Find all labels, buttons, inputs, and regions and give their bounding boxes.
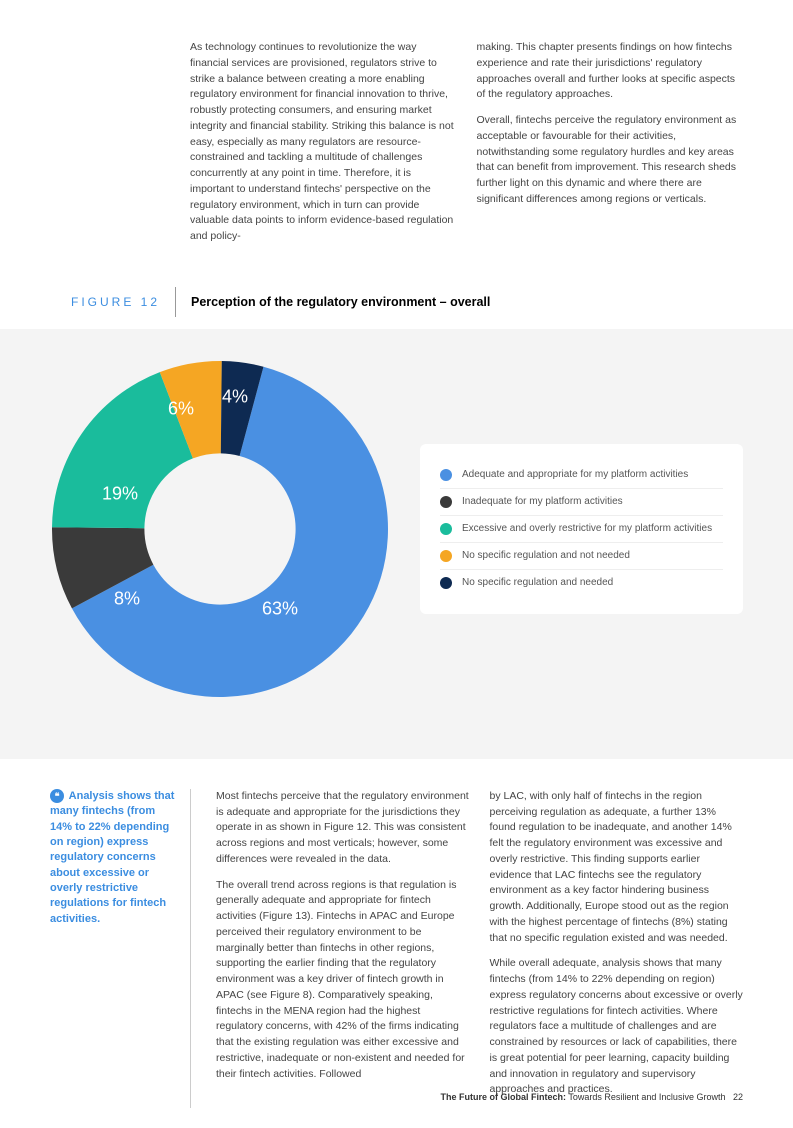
callout-quote: ❝ Analysis shows that many fintechs (fro…	[50, 789, 175, 1108]
body-p3: by LAC, with only half of fintechs in th…	[490, 789, 744, 947]
figure-divider	[175, 287, 176, 317]
body-p1: Most fintechs perceive that the regulato…	[216, 789, 470, 868]
legend-label: Excessive and overly restrictive for my …	[462, 523, 712, 534]
figure-label: FIGURE 12	[0, 295, 175, 309]
quote-icon: ❝	[50, 789, 64, 803]
legend-label: No specific regulation and not needed	[462, 550, 630, 561]
legend-label: Adequate and appropriate for my platform…	[462, 469, 688, 480]
body-columns: Most fintechs perceive that the regulato…	[216, 789, 743, 1108]
legend-dot-icon	[440, 496, 452, 508]
donut-svg	[50, 359, 390, 699]
legend-label: No specific regulation and needed	[462, 577, 613, 588]
intro-col-2: making. This chapter presents findings o…	[477, 40, 744, 255]
legend-dot-icon	[440, 469, 452, 481]
legend-item: Excessive and overly restrictive for my …	[440, 516, 723, 543]
body-p2: The overall trend across regions is that…	[216, 878, 470, 1083]
legend-label: Inadequate for my platform activities	[462, 496, 623, 507]
figure-title: Perception of the regulatory environment…	[191, 295, 490, 309]
legend-box: Adequate and appropriate for my platform…	[420, 444, 743, 614]
donut-chart: 63% 8% 19% 6% 4%	[50, 359, 390, 699]
intro-text: As technology continues to revolutionize…	[0, 0, 793, 275]
footer-subtitle: Towards Resilient and Inclusive Growth	[566, 1092, 725, 1102]
slice-percent-label: 8%	[114, 588, 140, 609]
body-col-1: Most fintechs perceive that the regulato…	[216, 789, 470, 1108]
page-number: 22	[733, 1092, 743, 1102]
bottom-section: ❝ Analysis shows that many fintechs (fro…	[0, 759, 793, 1128]
legend-item: No specific regulation and needed	[440, 570, 723, 596]
legend-dot-icon	[440, 577, 452, 589]
intro-p1: As technology continues to revolutionize…	[190, 40, 457, 245]
legend-item: No specific regulation and not needed	[440, 543, 723, 570]
bottom-divider	[190, 789, 191, 1108]
body-col-2: by LAC, with only half of fintechs in th…	[490, 789, 744, 1108]
slice-percent-label: 63%	[262, 598, 298, 619]
intro-p2: making. This chapter presents findings o…	[477, 40, 744, 103]
legend-dot-icon	[440, 550, 452, 562]
chart-wrap: 63% 8% 19% 6% 4% Adequate and appropriate fo…	[50, 359, 743, 699]
slice-percent-label: 6%	[168, 398, 194, 419]
slice-percent-label: 19%	[102, 483, 138, 504]
figure-header: FIGURE 12 Perception of the regulatory e…	[0, 275, 793, 329]
slice-percent-label: 4%	[222, 386, 248, 407]
footer-title: The Future of Global Fintech:	[441, 1092, 567, 1102]
legend-dot-icon	[440, 523, 452, 535]
page-footer: The Future of Global Fintech: Towards Re…	[441, 1092, 743, 1102]
body-p4: While overall adequate, analysis shows t…	[490, 956, 744, 1098]
intro-col-1: As technology continues to revolutionize…	[190, 40, 457, 255]
legend-item: Adequate and appropriate for my platform…	[440, 462, 723, 489]
legend-item: Inadequate for my platform activities	[440, 489, 723, 516]
intro-p3: Overall, fintechs perceive the regulator…	[477, 113, 744, 208]
callout-text: Analysis shows that many fintechs (from …	[50, 790, 174, 925]
chart-section: 63% 8% 19% 6% 4% Adequate and appropriate fo…	[0, 329, 793, 759]
